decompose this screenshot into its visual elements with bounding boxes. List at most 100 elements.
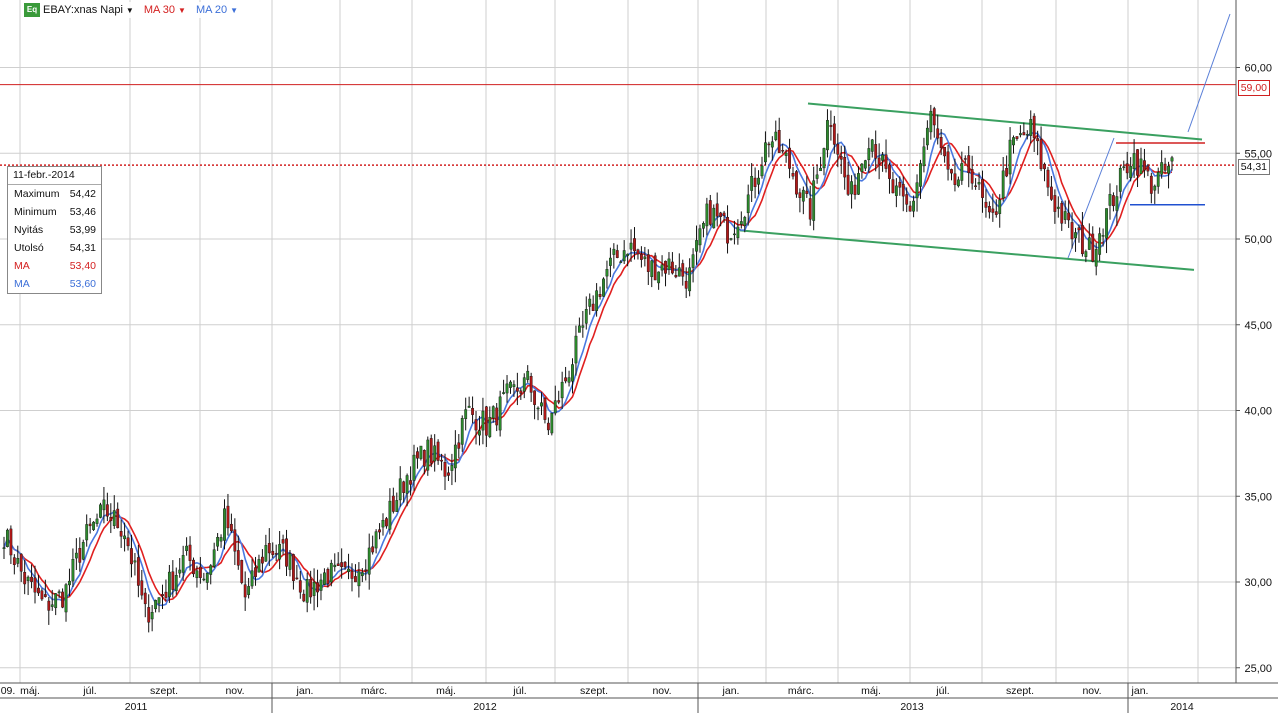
candle-body <box>1122 166 1126 168</box>
x-month-label: máj. <box>861 685 881 697</box>
candle-body <box>105 504 109 517</box>
candle-body <box>143 592 147 605</box>
candlesticks <box>2 104 1174 633</box>
candle-body <box>1132 153 1136 170</box>
candle-body <box>481 410 485 431</box>
candle-body <box>491 406 495 419</box>
candle-body <box>688 267 692 292</box>
candle-body <box>1084 251 1088 257</box>
x-month-label: nov. <box>652 685 671 697</box>
candle-body <box>209 565 213 575</box>
candle-body <box>281 539 285 544</box>
candle-body <box>23 571 27 585</box>
candle-body <box>781 150 785 152</box>
candle-body <box>853 184 857 195</box>
candle-body <box>484 406 488 436</box>
candle-body <box>1139 158 1143 174</box>
candle-body <box>1091 233 1095 262</box>
candle-body <box>812 180 816 221</box>
candle-body <box>1039 139 1043 170</box>
candle-body <box>1032 115 1036 139</box>
candle-body <box>292 554 295 582</box>
candle-body <box>591 303 595 312</box>
data-window-row: Maximum 54,42 <box>8 185 101 203</box>
candle-body <box>33 577 37 593</box>
candle-body <box>681 263 685 277</box>
x-month-label: júl. <box>512 685 526 697</box>
candle-body <box>147 607 151 623</box>
x-month-label: júl. <box>935 685 949 697</box>
data-window-row: Nyitás 53,99 <box>8 221 101 239</box>
candle-body <box>633 238 636 252</box>
candle-body <box>1025 134 1029 136</box>
candle-body <box>68 580 71 586</box>
candle-body <box>726 217 729 244</box>
candle-body <box>198 566 202 578</box>
candle-body <box>557 400 561 403</box>
candle-body <box>867 148 871 161</box>
candle-body <box>946 151 950 170</box>
candle-body <box>622 250 626 262</box>
candle-body <box>312 581 316 596</box>
chart-legend-bar: Eq EBAY:xnas Napi ▼ MA 30 ▼ MA 20 ▼ <box>24 2 239 18</box>
ma30-selector[interactable]: MA 30 ▼ <box>144 4 186 16</box>
candle-body <box>460 418 464 445</box>
candle-body <box>777 130 781 153</box>
candle-body <box>1118 167 1122 192</box>
ma20-selector[interactable]: MA 20 ▼ <box>196 4 238 16</box>
candle-body <box>205 573 209 583</box>
candle-body <box>340 562 344 568</box>
data-window-value: 53,40 <box>69 260 96 272</box>
candle-body <box>391 495 395 512</box>
candle-body <box>695 240 698 252</box>
candle-body <box>605 269 609 277</box>
data-window-row: Minimum 53,46 <box>8 203 101 221</box>
candle-body <box>839 156 843 160</box>
candle-body <box>536 407 540 410</box>
candle-body <box>202 578 206 581</box>
data-window-value: 53,46 <box>69 206 96 218</box>
symbol-selector[interactable]: Eq EBAY:xnas Napi ▼ <box>24 3 134 17</box>
candle-body <box>1067 212 1071 221</box>
candle-body <box>1105 208 1108 239</box>
candle-body <box>843 157 847 178</box>
candle-body <box>574 335 578 364</box>
candle-body <box>1063 211 1067 220</box>
candle-body <box>977 182 981 185</box>
candle-body <box>130 548 133 565</box>
candle-body <box>357 571 361 587</box>
candle-body <box>305 579 309 603</box>
candle-body <box>533 390 536 405</box>
last-price-tag: 54,31 <box>1237 159 1270 175</box>
x-month-label: jan. <box>722 685 740 697</box>
data-window-date: 11-febr.-2014 <box>8 167 101 185</box>
y-tick-label: 50,00 <box>1244 234 1272 246</box>
x-axis: 09. máj. júl. szept. nov. jan. márc. máj. júl. sz… <box>0 682 1278 713</box>
candle-body <box>502 392 505 394</box>
candle-body <box>378 529 381 533</box>
candle-body <box>798 192 802 198</box>
x-month-label: máj. <box>436 685 456 697</box>
candle-body <box>832 123 836 145</box>
candle-body <box>581 325 585 328</box>
candle-body <box>908 205 912 212</box>
x-year-label: 2011 <box>125 701 148 713</box>
candle-body <box>419 445 423 459</box>
candle-body <box>92 521 95 530</box>
candle-body <box>1129 166 1133 178</box>
candle-body <box>1163 163 1167 171</box>
candle-body <box>1060 202 1064 224</box>
candle-body <box>1094 249 1098 267</box>
candle-body <box>1019 133 1022 136</box>
candle-body <box>974 185 978 187</box>
candle-body <box>702 223 705 229</box>
ma20-line <box>3 131 1173 607</box>
candle-body <box>447 472 450 476</box>
candle-body <box>319 579 323 591</box>
channel-upper-line <box>807 102 1203 141</box>
candle-body <box>388 500 392 530</box>
candle-body <box>660 264 664 271</box>
candle-body <box>912 200 915 212</box>
candle-body <box>171 571 175 590</box>
